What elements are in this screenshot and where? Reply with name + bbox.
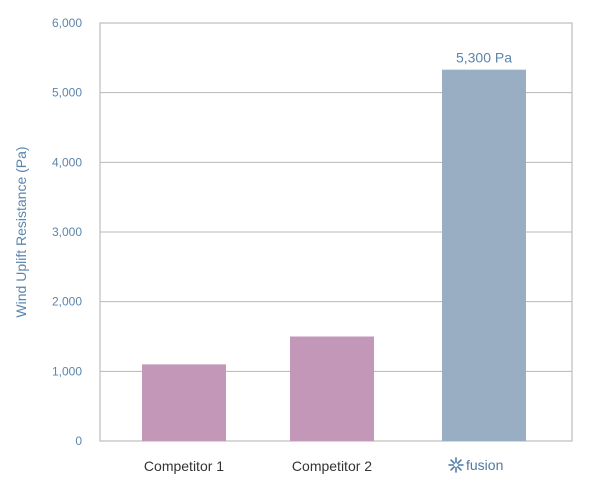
- fusion-logo: fusion: [448, 457, 503, 473]
- category-label: Competitor 1: [144, 458, 224, 474]
- bar: [442, 69, 526, 441]
- data-label: 5,300 Pa: [456, 50, 512, 66]
- y-tick-label: 3,000: [52, 225, 82, 239]
- fusion-star-icon: [448, 457, 464, 473]
- category-label: Competitor 2: [292, 458, 372, 474]
- y-tick-label: 2,000: [52, 295, 82, 309]
- bars: [142, 69, 526, 441]
- y-axis-title: Wind Uplift Resistance (Pa): [13, 146, 29, 317]
- category-labels: Competitor 1 Competitor 2 fusion: [144, 457, 503, 474]
- y-tick-label: 5,000: [52, 86, 82, 100]
- bar: [290, 336, 374, 441]
- data-labels: 5,300 Pa: [456, 50, 512, 66]
- y-tick-label: 1,000: [52, 364, 82, 378]
- y-axis-ticks: 0 1,000 2,000 3,000 4,000 5,000 6,000: [52, 16, 82, 448]
- y-tick-label: 6,000: [52, 16, 82, 30]
- y-tick-label: 0: [75, 434, 82, 448]
- y-tick-label: 4,000: [52, 155, 82, 169]
- category-label: fusion: [466, 457, 503, 473]
- bar: [142, 364, 226, 441]
